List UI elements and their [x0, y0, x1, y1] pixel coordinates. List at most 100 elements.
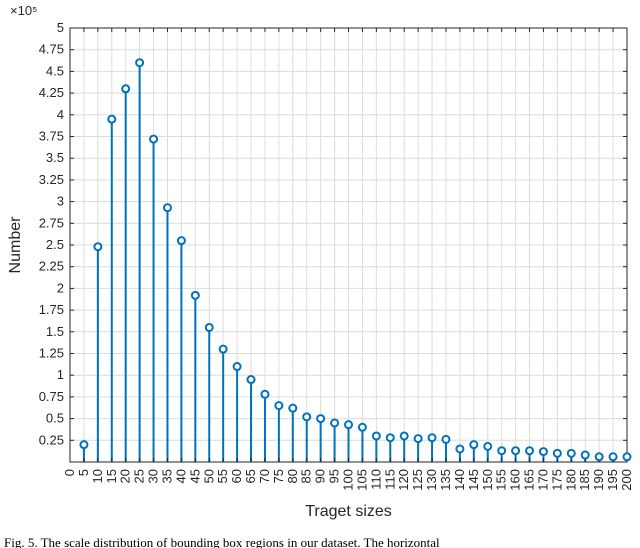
stem-marker — [566, 448, 576, 458]
y-tick-label: 2 — [57, 280, 64, 295]
stem-marker — [246, 375, 256, 385]
stem-marker — [121, 84, 131, 94]
y-axis-title: Number — [7, 216, 24, 274]
stem-marker — [149, 134, 159, 144]
stem-marker — [288, 403, 298, 413]
x-tick-label: 120 — [396, 469, 411, 491]
x-tick-label: 150 — [480, 469, 495, 491]
y-tick-label: 3.25 — [39, 172, 64, 187]
stem-marker — [274, 401, 284, 411]
stem-marker — [176, 236, 186, 246]
stem-marker — [580, 450, 590, 460]
x-tick-label: 180 — [563, 469, 578, 491]
stem-marker — [232, 362, 242, 372]
stem-marker — [483, 441, 493, 451]
stem-marker — [399, 431, 409, 441]
y-tick-label: 2.75 — [39, 215, 64, 230]
y-tick-label: 4.25 — [39, 85, 64, 100]
x-tick-label: 190 — [591, 469, 606, 491]
stem-marker — [330, 418, 340, 428]
x-tick-label: 55 — [215, 469, 230, 483]
x-tick-label: 60 — [229, 469, 244, 483]
x-tick-label: 25 — [132, 469, 147, 483]
stem-marker — [302, 412, 312, 422]
x-tick-label: 200 — [619, 469, 634, 491]
x-tick-label: 45 — [187, 469, 202, 483]
x-axis-title: Traget sizes — [305, 503, 392, 520]
x-tick-label: 85 — [299, 469, 314, 483]
x-tick-label: 105 — [354, 469, 369, 491]
stem-marker — [469, 440, 479, 450]
stem-marker — [497, 446, 507, 456]
x-tick-label: 195 — [605, 469, 620, 491]
y-tick-label: 0.5 — [46, 411, 64, 426]
stem-marker — [93, 242, 103, 252]
stem-marker — [79, 440, 89, 450]
x-tick-label: 140 — [452, 469, 467, 491]
x-tick-label: 35 — [159, 469, 174, 483]
stem-marker — [594, 452, 604, 462]
x-tick-label: 95 — [327, 469, 342, 483]
stem-marker — [204, 322, 214, 332]
x-tick-label: 5 — [76, 469, 91, 476]
y-tick-label: 2.25 — [39, 259, 64, 274]
stem-marker — [162, 203, 172, 213]
y-axis-exponent-label: ×10⁵ — [10, 3, 38, 18]
y-tick-label: 4.5 — [46, 63, 64, 78]
x-tick-label: 65 — [243, 469, 258, 483]
stem-marker — [427, 433, 437, 443]
y-tick-label: 1.5 — [46, 324, 64, 339]
y-tick-label: 3 — [57, 194, 64, 209]
x-tick-label: 115 — [382, 469, 397, 490]
x-tick-label: 100 — [341, 469, 356, 491]
y-tick-label: 1 — [57, 367, 64, 382]
stem-marker — [511, 446, 521, 456]
y-tick-label: 5 — [57, 20, 64, 35]
x-tick-label: 70 — [257, 469, 272, 483]
x-tick-label: 185 — [577, 469, 592, 491]
stem-marker — [107, 114, 117, 124]
x-tick-label: 130 — [424, 469, 439, 491]
x-tick-label: 110 — [368, 469, 383, 490]
stem-marker — [441, 434, 451, 444]
x-tick-label: 160 — [508, 469, 523, 491]
x-tick-label: 50 — [201, 469, 216, 483]
x-tick-label: 125 — [410, 469, 425, 491]
x-tick-label: 40 — [173, 469, 188, 483]
stem-marker — [525, 446, 535, 456]
x-tick-label: 145 — [466, 469, 481, 491]
x-tick-label: 155 — [494, 469, 509, 491]
stem-marker — [552, 448, 562, 458]
y-tick-label: 0.75 — [39, 389, 64, 404]
stem-marker — [455, 444, 465, 454]
stem-marker — [218, 344, 228, 354]
y-tick-label: 3.75 — [39, 129, 64, 144]
y-tick-label: 3.5 — [46, 150, 64, 165]
stem-marker — [538, 447, 548, 457]
stem-marker — [413, 434, 423, 444]
x-tick-label: 30 — [146, 469, 161, 483]
y-tick-label: 0.25 — [39, 432, 64, 447]
stem-marker — [371, 431, 381, 441]
y-tick-label: 2.5 — [46, 237, 64, 252]
y-tick-label: 1.75 — [39, 302, 64, 317]
x-tick-label: 135 — [438, 469, 453, 491]
x-tick-label: 170 — [535, 469, 550, 491]
stem-marker — [316, 414, 326, 424]
stem-marker — [135, 58, 145, 68]
stem-marker — [385, 433, 395, 443]
x-tick-label: 10 — [90, 469, 105, 483]
x-tick-label: 175 — [549, 469, 564, 491]
stem-marker — [260, 389, 270, 399]
y-tick-label: 1.25 — [39, 346, 64, 361]
x-tick-label: 90 — [313, 469, 328, 483]
x-tick-label: 15 — [104, 469, 119, 483]
stem-marker — [344, 420, 353, 430]
y-tick-label: 4 — [57, 107, 64, 122]
x-tick-label: 20 — [118, 469, 133, 483]
stem-marker — [357, 422, 367, 432]
y-tick-label: 4.75 — [39, 42, 64, 57]
x-tick-label: 75 — [271, 469, 286, 483]
